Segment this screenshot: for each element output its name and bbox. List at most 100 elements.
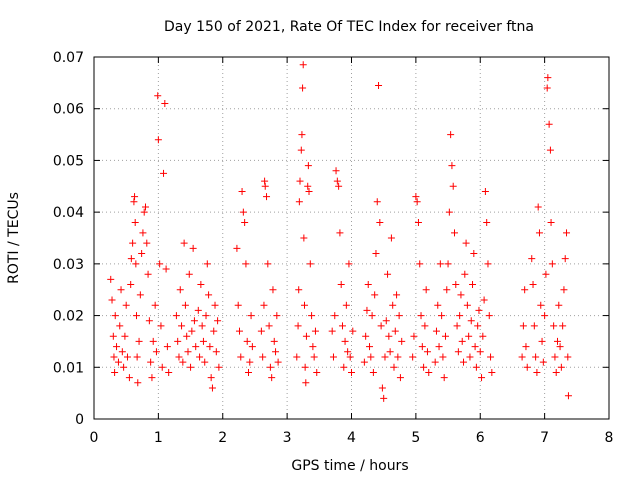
data-point bbox=[457, 291, 465, 299]
data-point bbox=[299, 61, 307, 69]
data-point bbox=[134, 379, 142, 387]
data-point bbox=[135, 337, 143, 345]
data-point bbox=[313, 368, 321, 376]
data-point bbox=[129, 239, 137, 247]
data-point bbox=[175, 353, 183, 361]
data-point bbox=[360, 358, 368, 366]
data-point bbox=[528, 255, 536, 263]
data-point bbox=[302, 332, 310, 340]
data-point bbox=[382, 317, 390, 325]
data-point bbox=[139, 229, 147, 237]
data-point bbox=[189, 244, 197, 252]
data-point bbox=[440, 374, 448, 382]
data-point bbox=[395, 312, 403, 320]
data-point bbox=[208, 384, 216, 392]
data-point bbox=[299, 84, 307, 92]
data-point bbox=[248, 343, 256, 351]
data-point bbox=[345, 260, 353, 268]
data-point bbox=[414, 218, 422, 226]
data-point bbox=[458, 337, 466, 345]
data-point bbox=[138, 250, 146, 258]
data-point bbox=[344, 348, 352, 356]
data-point bbox=[142, 203, 149, 211]
data-point bbox=[384, 270, 392, 278]
data-point bbox=[373, 198, 381, 206]
data-point bbox=[149, 337, 157, 345]
y-tick-label: 0.06 bbox=[53, 102, 84, 118]
data-point bbox=[480, 296, 488, 304]
data-point bbox=[466, 353, 474, 361]
data-point bbox=[144, 270, 152, 278]
data-point bbox=[396, 374, 404, 382]
data-point bbox=[444, 260, 452, 268]
data-point bbox=[461, 270, 469, 278]
data-point bbox=[336, 229, 344, 237]
data-point bbox=[371, 291, 379, 299]
data-point bbox=[478, 374, 486, 382]
data-point bbox=[481, 187, 489, 195]
data-point bbox=[394, 353, 402, 361]
data-point bbox=[184, 348, 192, 356]
data-point bbox=[179, 358, 187, 366]
data-point bbox=[521, 286, 529, 294]
data-point bbox=[215, 363, 223, 371]
data-point bbox=[306, 260, 314, 268]
data-point bbox=[202, 312, 210, 320]
data-point bbox=[261, 177, 269, 185]
data-point bbox=[346, 353, 354, 361]
data-point bbox=[118, 348, 126, 356]
data-point bbox=[463, 301, 471, 309]
data-point bbox=[485, 312, 493, 320]
y-tick-label: 0.01 bbox=[53, 360, 84, 376]
data-point bbox=[131, 218, 139, 226]
data-point bbox=[550, 322, 558, 330]
data-point bbox=[272, 348, 280, 356]
data-point bbox=[233, 244, 241, 252]
data-point bbox=[452, 281, 460, 289]
data-point bbox=[266, 363, 274, 371]
data-point bbox=[366, 343, 374, 351]
data-point bbox=[436, 260, 444, 268]
data-point bbox=[329, 353, 337, 361]
data-point bbox=[420, 363, 428, 371]
data-point bbox=[381, 353, 389, 361]
y-tick-label: 0.03 bbox=[53, 257, 84, 273]
data-point bbox=[331, 312, 339, 320]
data-point bbox=[340, 363, 348, 371]
data-point bbox=[201, 358, 209, 366]
data-point bbox=[157, 322, 165, 330]
x-tick-label: 1 bbox=[154, 430, 163, 446]
data-points bbox=[107, 61, 572, 402]
data-point bbox=[154, 136, 162, 144]
data-point bbox=[194, 306, 202, 314]
data-point bbox=[210, 327, 218, 335]
data-point bbox=[147, 358, 155, 366]
data-point bbox=[523, 363, 531, 371]
data-point bbox=[199, 337, 207, 345]
data-point bbox=[377, 322, 385, 330]
data-point bbox=[190, 317, 198, 325]
data-point bbox=[196, 353, 204, 361]
data-point bbox=[305, 187, 313, 195]
data-point bbox=[518, 353, 526, 361]
x-tick-label: 7 bbox=[540, 430, 549, 446]
data-point bbox=[564, 353, 572, 361]
data-point bbox=[387, 234, 395, 242]
data-point bbox=[161, 100, 169, 108]
data-point bbox=[476, 348, 484, 356]
data-point bbox=[362, 332, 370, 340]
data-point bbox=[246, 358, 254, 366]
data-point bbox=[547, 218, 555, 226]
data-point bbox=[243, 337, 251, 345]
data-point bbox=[198, 322, 206, 330]
data-point bbox=[538, 337, 546, 345]
y-tick-label: 0.02 bbox=[53, 309, 84, 325]
data-point bbox=[542, 270, 550, 278]
data-point bbox=[425, 368, 433, 376]
data-point bbox=[116, 322, 124, 330]
data-point bbox=[471, 343, 479, 351]
data-point bbox=[467, 317, 475, 325]
data-point bbox=[294, 322, 302, 330]
data-point bbox=[154, 92, 162, 100]
data-point bbox=[398, 337, 406, 345]
